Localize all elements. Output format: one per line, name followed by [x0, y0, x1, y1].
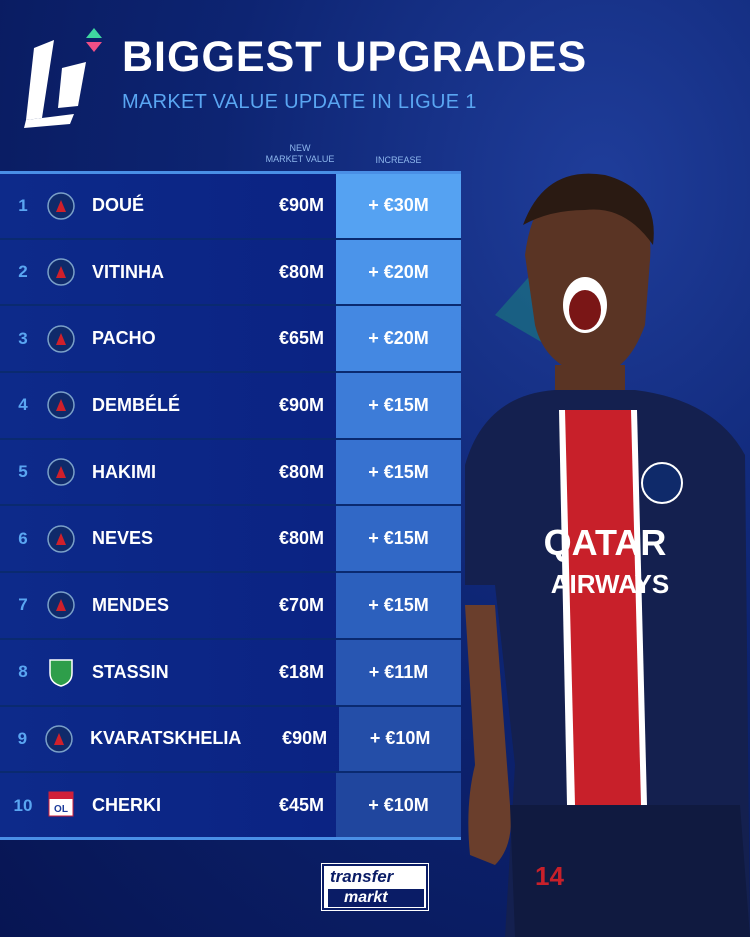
market-value: €90M: [282, 728, 328, 749]
rank: 2: [18, 262, 28, 282]
rank: 10: [13, 795, 33, 815]
player-name: KVARATSKHELIA: [90, 728, 242, 749]
value-increase: + €15M: [336, 573, 461, 638]
player-name: STASSIN: [92, 661, 169, 682]
table-row: 7 MENDES €70M + €15M: [0, 571, 461, 638]
club-crest-icon: [46, 191, 76, 221]
market-value: €80M: [278, 528, 324, 549]
club-crest-icon: [46, 390, 76, 420]
market-value: €70M: [278, 594, 324, 615]
rank: 5: [18, 462, 28, 482]
value-increase: + €15M: [336, 373, 461, 438]
value-increase: + €15M: [336, 439, 461, 505]
table-row: 1 DOUÉ €90M + €30M: [0, 171, 461, 238]
down-arrow-icon: [86, 42, 102, 52]
rank: 9: [17, 728, 28, 748]
player-name: DEMBÉLÉ: [92, 394, 181, 415]
brand-text: transfer: [330, 867, 394, 886]
table-row: 2 VITINHA €80M + €20M: [0, 237, 461, 305]
club-crest-icon: OL: [46, 791, 76, 821]
table-row: 6 NEVES €80M + €15M: [0, 504, 461, 572]
ligue1-logo: [24, 28, 102, 128]
value-increase: + €10M: [336, 773, 461, 838]
market-value: €90M: [278, 195, 324, 216]
rank: 6: [18, 528, 28, 548]
value-increase: + €10M: [339, 706, 461, 772]
page-subtitle: MARKET VALUE UPDATE IN LIGUE 1: [122, 91, 477, 113]
value-increase: + €30M: [336, 174, 461, 238]
club-crest-icon: [46, 257, 76, 287]
column-header-line: MARKET VALUE: [265, 154, 335, 164]
player-name: PACHO: [92, 328, 156, 349]
market-value: €45M: [278, 795, 324, 816]
up-arrow-icon: [86, 28, 102, 38]
column-header-increase: INCREASE: [375, 155, 422, 165]
value-increase: + €20M: [336, 306, 461, 372]
player-photo: QATAR AIRWAYS 14: [465, 173, 750, 937]
sponsor-text: QATAR: [544, 522, 667, 563]
value-increase: + €20M: [336, 239, 461, 305]
player-name: HAKIMI: [92, 461, 156, 482]
club-crest-icon: [46, 324, 76, 354]
club-crest-icon: [46, 524, 76, 554]
market-value: €90M: [278, 394, 324, 415]
club-crest-icon: [46, 457, 76, 487]
market-value: €80M: [278, 261, 324, 282]
player-name: NEVES: [92, 528, 154, 549]
club-crest-icon: [46, 657, 76, 687]
brand-text: markt: [328, 889, 424, 907]
market-value: €80M: [278, 461, 324, 482]
table-row: 10 OL CHERKI €45M + €10M: [0, 771, 461, 838]
player-name: DOUÉ: [92, 195, 145, 216]
table-row: 3 PACHO €65M + €20M: [0, 304, 461, 372]
rank: 1: [18, 195, 28, 215]
shirt-number: 14: [535, 861, 564, 891]
club-crest-icon: [45, 724, 74, 754]
player-name: CHERKI: [92, 795, 162, 816]
rank: 7: [18, 595, 28, 615]
player-name: MENDES: [92, 594, 170, 615]
rank: 3: [18, 328, 28, 348]
divider: [0, 837, 461, 840]
sponsor-text: AIRWAYS: [551, 569, 670, 599]
table-row: 9 KVARATSKHELIA €90M + €10M: [0, 704, 461, 772]
table-row: 5 HAKIMI €80M + €15M: [0, 437, 461, 505]
market-value: €65M: [278, 328, 324, 349]
column-header-new-market-value: NEW MARKET VALUE: [262, 143, 338, 165]
rank: 4: [18, 395, 28, 415]
player-name: VITINHA: [92, 261, 164, 282]
column-header-line: NEW: [289, 143, 311, 153]
club-crest-icon: [46, 590, 76, 620]
ranking-table: 1 DOUÉ €90M + €30M 2 VITINHA €80M + €20M 3 PACHO €…: [0, 171, 461, 838]
value-increase: + €15M: [336, 506, 461, 572]
svg-text:OL: OL: [54, 804, 68, 815]
rank: 8: [18, 662, 28, 682]
table-row: 4 DEMBÉLÉ €90M + €15M: [0, 371, 461, 438]
table-row: 8 STASSIN €18M + €11M: [0, 637, 461, 705]
page-title: BIGGEST UPGRADES: [122, 33, 588, 81]
market-value: €18M: [278, 661, 324, 682]
value-increase: + €11M: [336, 639, 461, 705]
transfermarkt-logo: transfer markt: [321, 863, 429, 911]
